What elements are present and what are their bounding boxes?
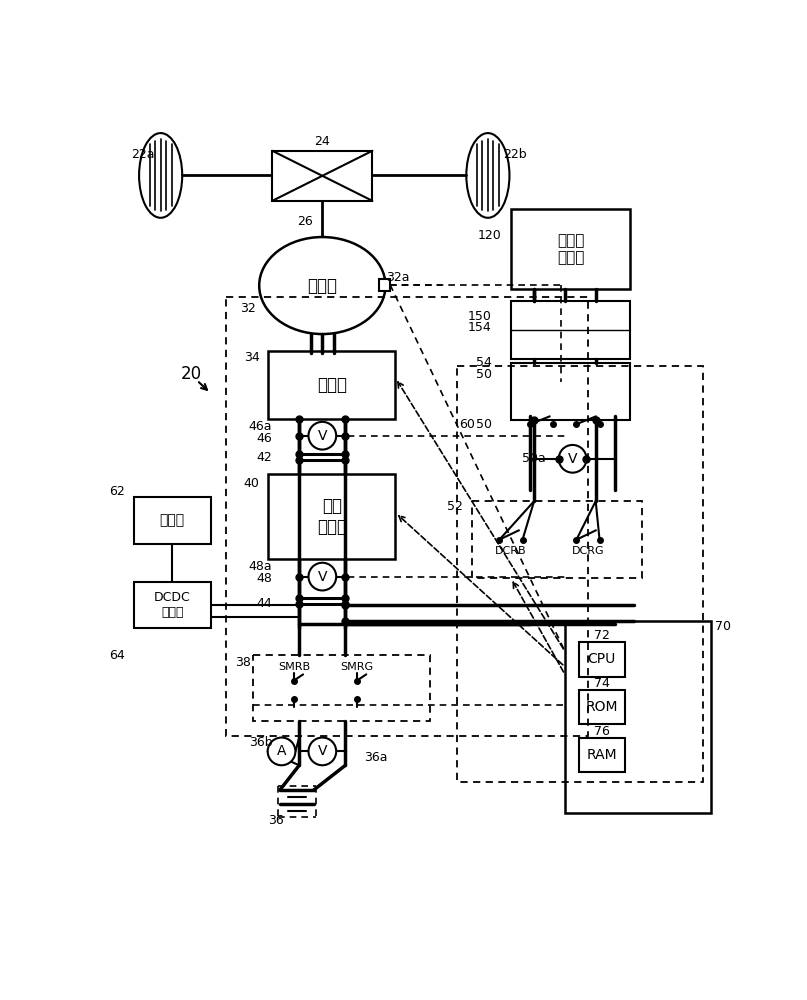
Text: 36: 36 — [268, 814, 284, 827]
Text: 62: 62 — [109, 485, 124, 498]
Text: 46a: 46a — [249, 420, 272, 433]
Text: 40: 40 — [244, 477, 259, 490]
Text: V: V — [568, 452, 577, 466]
Text: 38: 38 — [235, 656, 251, 669]
Text: 36a: 36a — [365, 751, 388, 764]
Bar — [226, 297, 588, 736]
Text: 150: 150 — [468, 310, 491, 323]
Text: 50: 50 — [476, 368, 491, 381]
Bar — [511, 301, 630, 359]
Bar — [565, 620, 711, 813]
Bar — [269, 474, 395, 559]
Text: 72: 72 — [594, 629, 610, 642]
Ellipse shape — [139, 133, 182, 218]
Text: 76: 76 — [594, 725, 610, 738]
Text: DCRG: DCRG — [571, 546, 604, 556]
Text: 48: 48 — [257, 572, 272, 585]
Text: DCDC
转换器: DCDC 转换器 — [154, 591, 190, 619]
Text: 22a: 22a — [132, 148, 155, 161]
Text: 64: 64 — [109, 649, 124, 662]
Circle shape — [558, 445, 587, 473]
Text: V: V — [318, 744, 327, 758]
Text: 154: 154 — [468, 321, 491, 334]
Text: 70: 70 — [715, 620, 731, 633]
Ellipse shape — [259, 237, 386, 334]
Bar — [579, 642, 625, 677]
Circle shape — [308, 563, 337, 590]
Text: 22b: 22b — [503, 148, 527, 161]
Text: 32: 32 — [240, 302, 256, 315]
Text: 电动机: 电动机 — [307, 277, 337, 295]
Text: CPU: CPU — [587, 652, 616, 666]
Text: 辅电池: 辅电池 — [160, 513, 185, 527]
Bar — [134, 582, 211, 628]
Bar — [457, 366, 704, 782]
Circle shape — [308, 738, 337, 765]
Text: 外部电
源装置: 外部电 源装置 — [557, 233, 584, 265]
Text: SMRG: SMRG — [341, 662, 374, 672]
Text: 46: 46 — [257, 432, 272, 445]
Text: 60: 60 — [459, 418, 475, 431]
Bar — [472, 501, 642, 578]
Text: 42: 42 — [257, 451, 272, 464]
Circle shape — [308, 422, 337, 450]
Bar — [134, 497, 211, 544]
Bar — [579, 738, 625, 772]
Text: RAM: RAM — [587, 748, 617, 762]
Text: 54: 54 — [476, 356, 491, 369]
Text: 34: 34 — [244, 351, 259, 364]
Bar — [253, 655, 430, 721]
Text: V: V — [318, 570, 327, 584]
Text: 50: 50 — [476, 418, 491, 431]
Bar — [511, 363, 630, 420]
Text: A: A — [277, 744, 286, 758]
Text: 逆变器: 逆变器 — [317, 376, 347, 394]
Bar — [579, 690, 625, 724]
Text: 36b: 36b — [249, 736, 273, 749]
Text: 24: 24 — [315, 135, 330, 148]
Text: 20: 20 — [181, 365, 202, 383]
Text: 32a: 32a — [386, 271, 410, 284]
Text: ROM: ROM — [586, 700, 618, 714]
Text: 120: 120 — [478, 229, 502, 242]
Text: 52: 52 — [446, 500, 462, 513]
Text: SMRB: SMRB — [278, 662, 310, 672]
Bar — [378, 279, 390, 291]
Text: 升压
转换器: 升压 转换器 — [317, 497, 347, 536]
Text: 48a: 48a — [249, 560, 272, 573]
Text: DCRB: DCRB — [495, 546, 527, 556]
Text: 50a: 50a — [522, 452, 546, 465]
Bar — [272, 151, 372, 201]
Bar — [511, 209, 630, 289]
Text: V: V — [318, 429, 327, 443]
Bar — [269, 351, 395, 419]
Text: 74: 74 — [594, 677, 610, 690]
Ellipse shape — [466, 133, 509, 218]
Text: 26: 26 — [298, 215, 313, 228]
Circle shape — [268, 738, 295, 765]
Text: 44: 44 — [257, 597, 272, 610]
